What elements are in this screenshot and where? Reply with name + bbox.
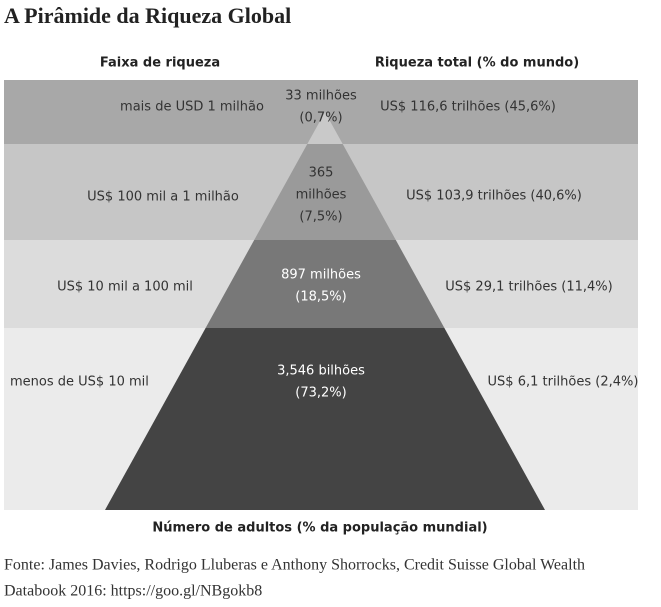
range: menos de US$ 10 mil [10, 375, 149, 390]
population: 897 milhões [281, 268, 361, 283]
pyramid-segment [105, 328, 545, 510]
wealth: US$ 116,6 trilhões (45,6%) [380, 100, 556, 115]
wealth: US$ 6,1 trilhões (2,4%) [488, 375, 639, 390]
population: 33 milhões [285, 89, 357, 104]
population: milhões [296, 188, 347, 203]
header-range: Faixa de riqueza [100, 56, 220, 71]
population: (7,5%) [299, 210, 342, 225]
pyramid-segment [205, 240, 445, 328]
population: (73,2%) [295, 386, 346, 401]
wealth: US$ 29,1 trilhões (11,4%) [445, 280, 612, 295]
pyramid-segment [307, 112, 343, 144]
source: Databook 2016: https://goo.gl/NBgokb8 [4, 583, 262, 600]
wealth: US$ 103,9 trilhões (40,6%) [406, 189, 582, 204]
pyramid-segment [254, 144, 396, 240]
header-adults: Número de adultos (% da população mundia… [152, 521, 487, 536]
range: mais de USD 1 milhão [120, 100, 264, 115]
header-wealth: Riqueza total (% do mundo) [375, 56, 579, 71]
source: Fonte: James Davies, Rodrigo Lluberas e … [4, 557, 585, 574]
population: 3,546 bilhões [277, 364, 365, 379]
range: US$ 10 mil a 100 mil [57, 280, 193, 295]
population: (0,7%) [299, 111, 342, 126]
population: (18,5%) [295, 290, 346, 305]
range: US$ 100 mil a 1 milhão [87, 190, 239, 205]
title: A Pirâmide da Riqueza Global [4, 3, 291, 28]
population: 365 [309, 166, 334, 181]
